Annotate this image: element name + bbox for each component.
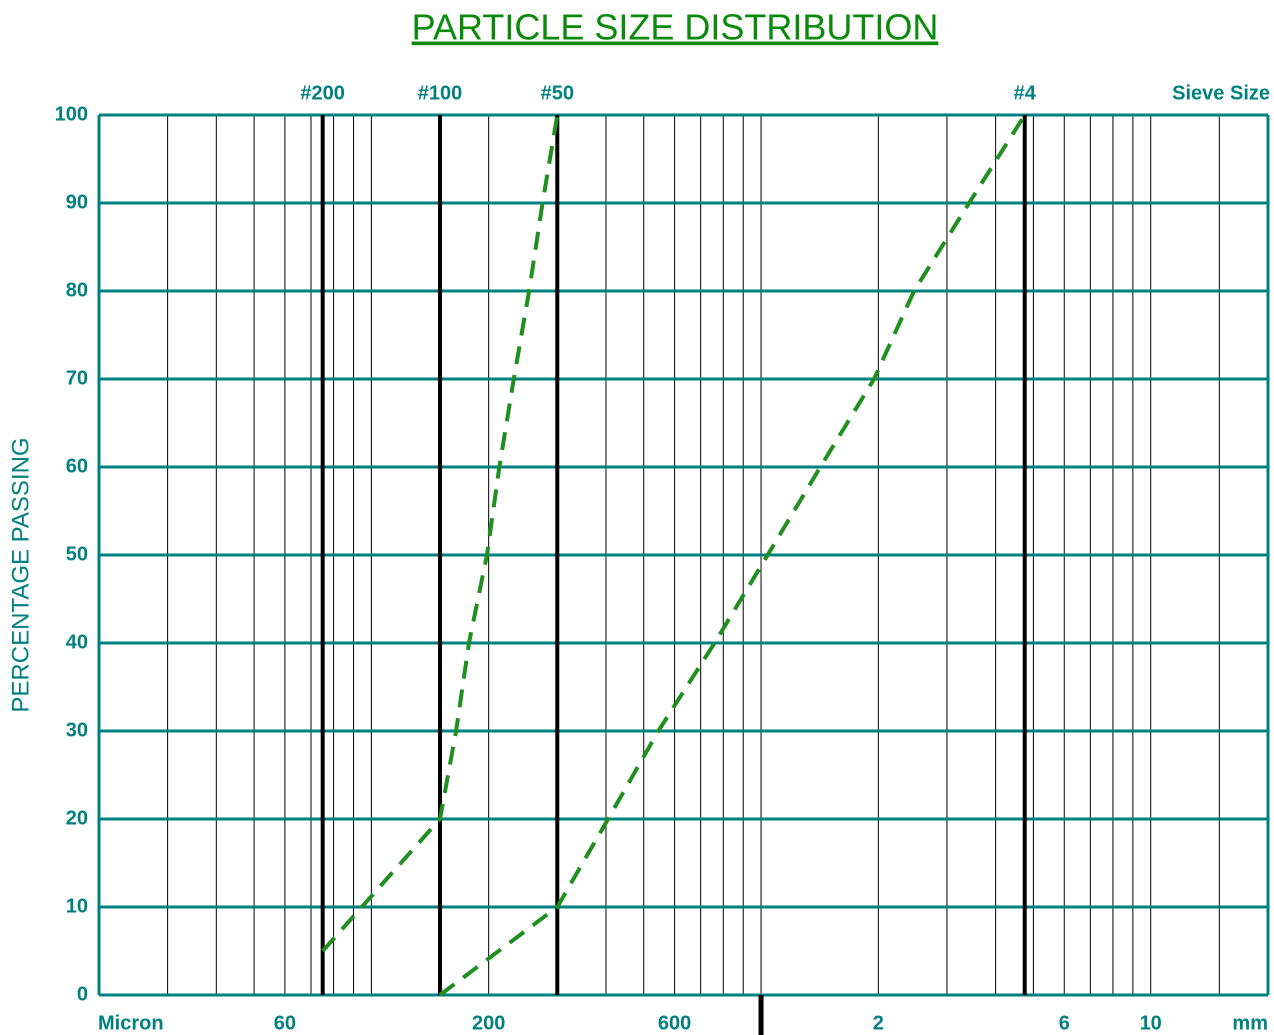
y-tick-label: 40 [66,631,88,653]
x-tick-label: 600 [658,1012,691,1034]
x-tick-label: 2 [873,1012,884,1034]
y-tick-label: 70 [66,367,88,389]
y-axis-label: PERCENTAGE PASSING [7,437,34,712]
y-tick-label: 20 [66,807,88,829]
y-tick-label: 30 [66,719,88,741]
y-tick-label: 90 [66,191,88,213]
chart-title: PARTICLE SIZE DISTRIBUTION [412,7,939,48]
sieve-label: #100 [418,82,463,104]
y-tick-label: 0 [77,983,88,1005]
y-tick-label: 50 [66,543,88,565]
data-line [321,114,560,953]
sieve-label: #50 [541,82,574,104]
y-tick-label: 80 [66,279,88,301]
x-tick-label: 60 [274,1012,296,1034]
y-tick-label: 60 [66,455,88,477]
x-axis-label-left: Micron [98,1012,164,1034]
x-axis-label-right: mm [1232,1012,1268,1034]
sieve-label: #4 [1014,82,1037,104]
x-tick-label: 6 [1059,1012,1070,1034]
x-tick-label: 200 [472,1012,505,1034]
data-line [438,113,1027,997]
y-tick-label: 10 [66,895,88,917]
y-tick-label: 100 [55,103,88,125]
sieve-label: #200 [300,82,345,104]
x-tick-label: 10 [1140,1012,1162,1034]
sieve-axis-label: Sieve Size [1172,82,1270,104]
